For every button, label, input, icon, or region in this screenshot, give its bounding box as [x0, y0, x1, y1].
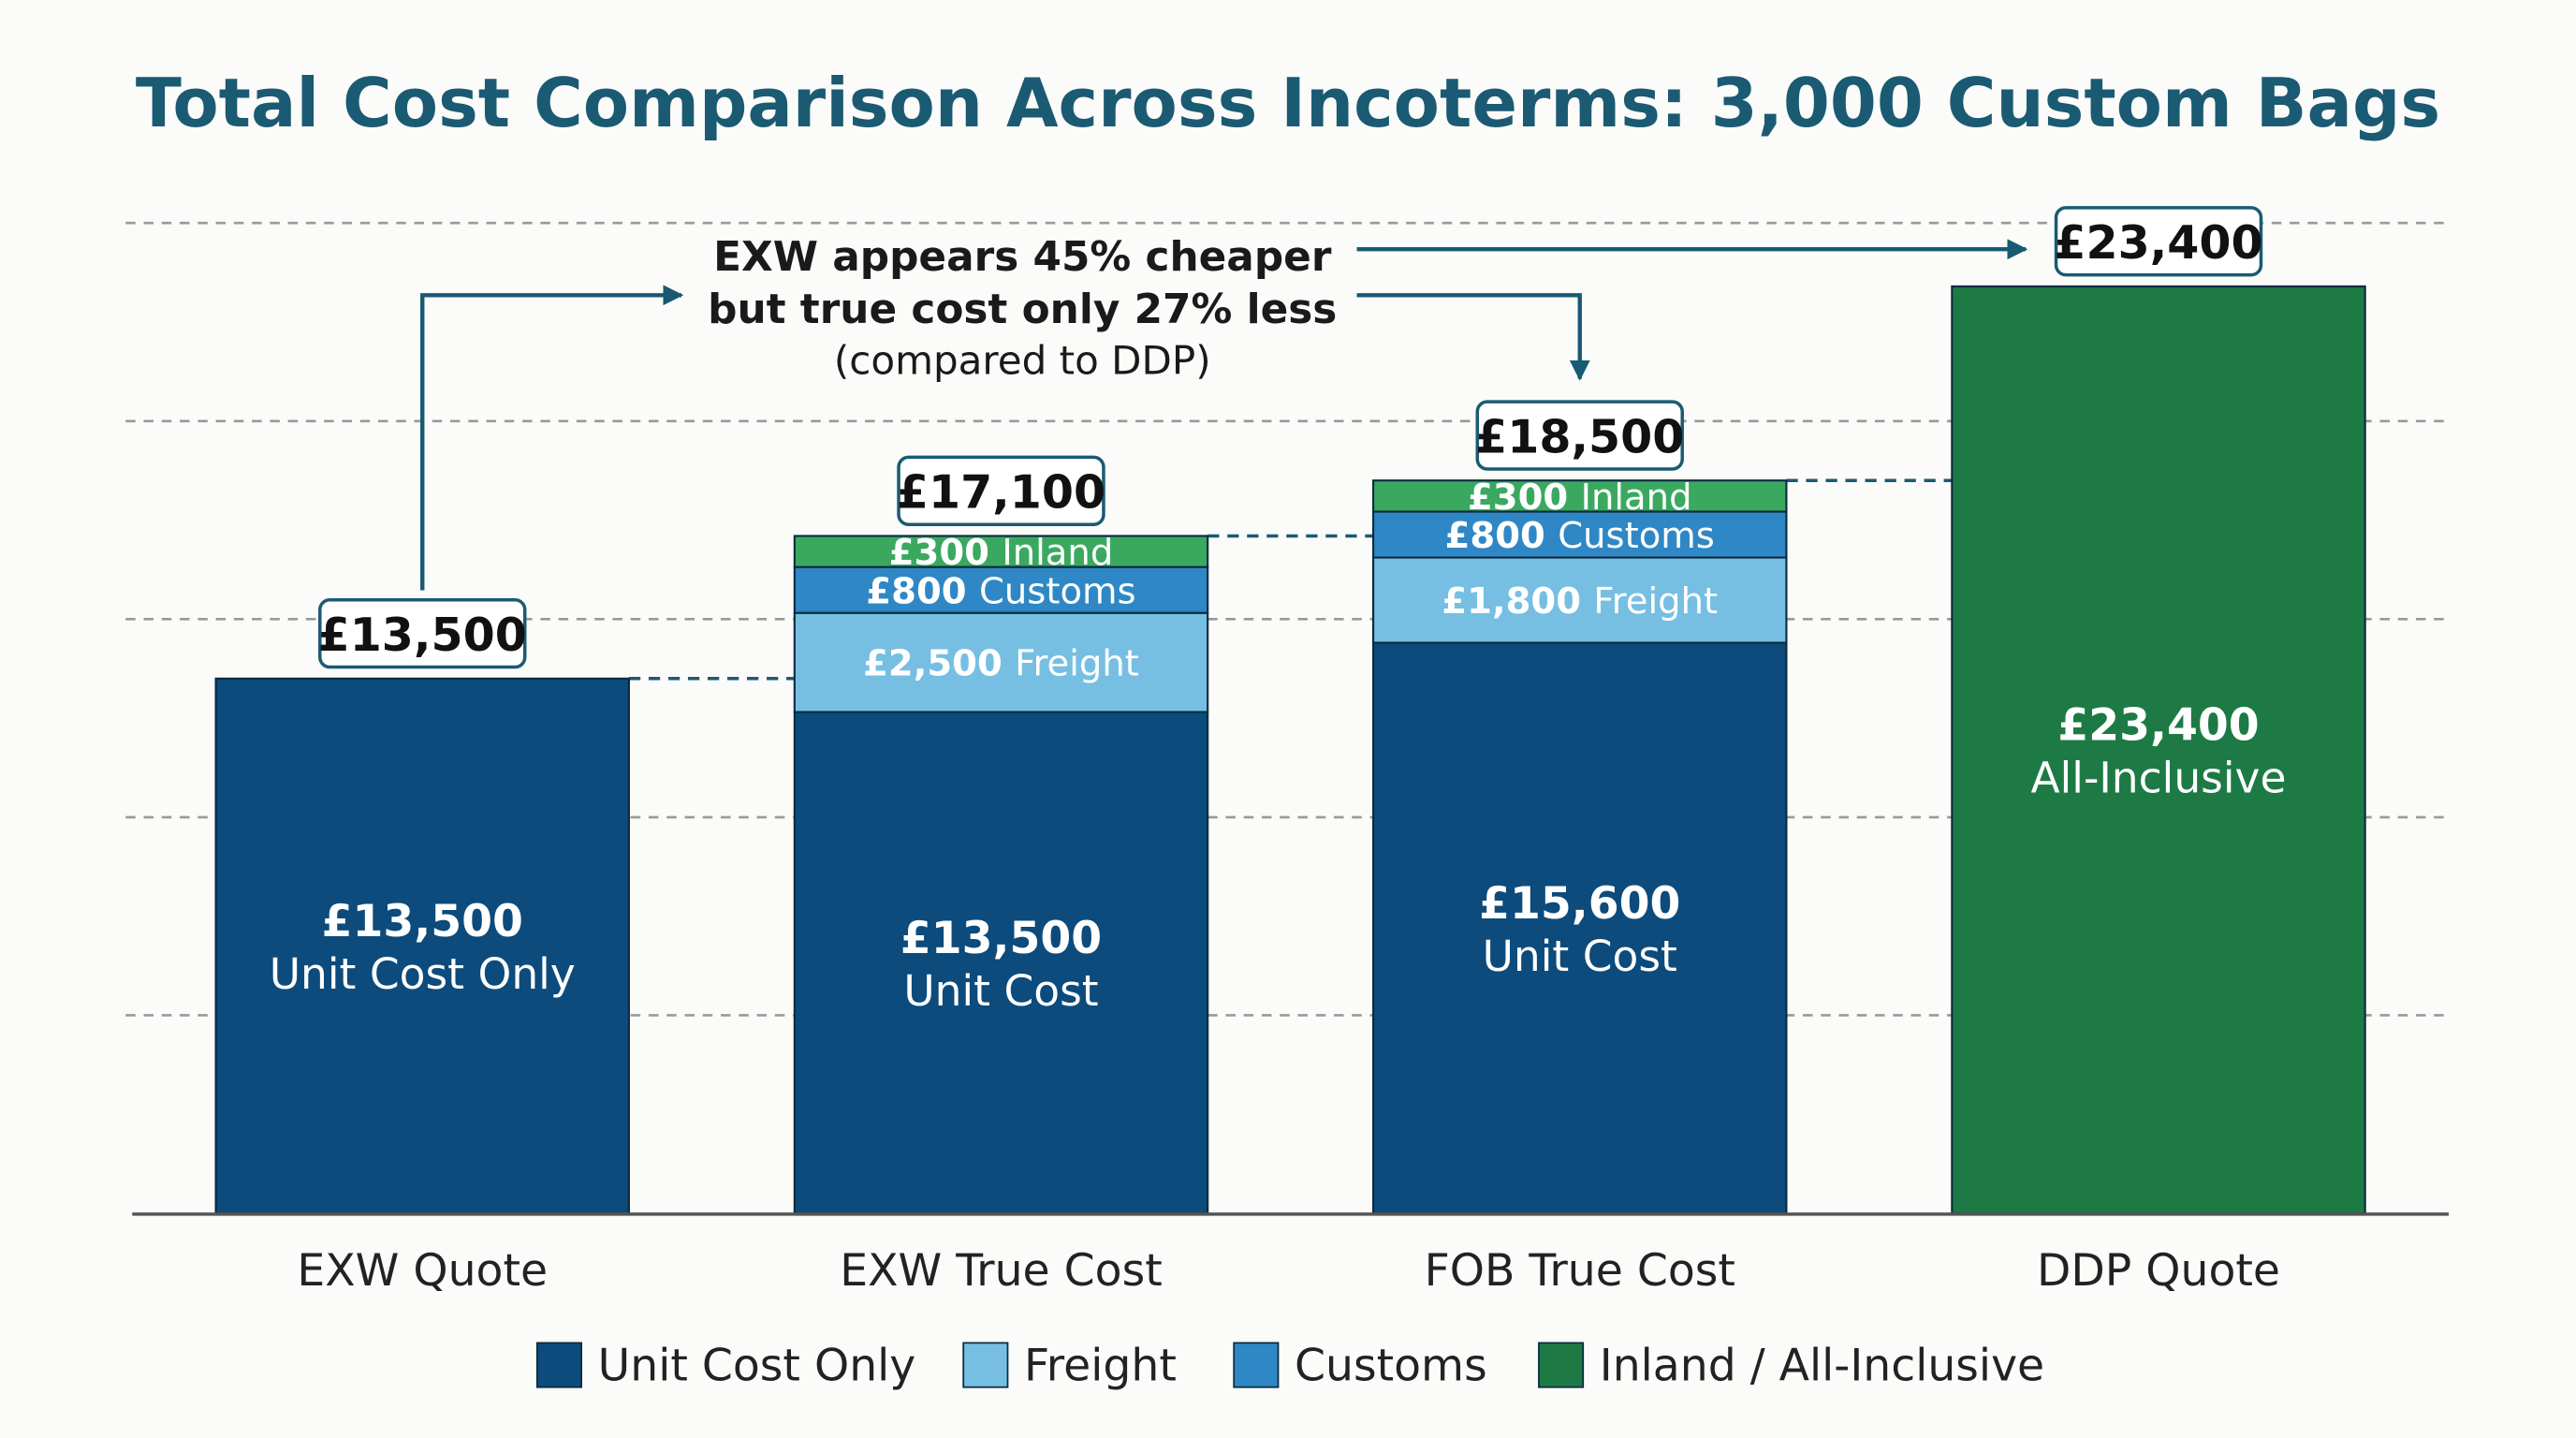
segment-name: Customs: [979, 570, 1136, 612]
annotation-line-3: (compared to DDP): [834, 337, 1211, 383]
segment-label-customs: £800 Customs: [866, 570, 1135, 612]
segment-amount: £800: [1445, 515, 1559, 557]
total-label-box: [2054, 206, 2263, 277]
segment-name: Freight: [1015, 643, 1139, 685]
segment-name: Customs: [1558, 515, 1715, 557]
total-label: £23,400: [2054, 215, 2262, 270]
bar-main-amount: £23,400: [2057, 699, 2259, 751]
bar-segment-customs: [1372, 510, 1788, 559]
bar-segment-unit: [793, 711, 1209, 1215]
total-label-box: [318, 597, 527, 669]
bar-main-amount: £15,600: [1479, 878, 1680, 930]
legend-label-inland: Inland / All-Inclusive: [1600, 1341, 2044, 1392]
chart-title: Total Cost Comparison Across Incoterms: …: [136, 64, 2440, 142]
bar-segment-unit: [214, 677, 630, 1215]
arrow-exw-to-annotation: [420, 285, 684, 591]
bar-main-label: Unit Cost: [1483, 932, 1677, 981]
annotation: EXW appears 45% cheaper but true cost on…: [420, 233, 2028, 591]
bar-main-label: All-Inclusive: [2031, 754, 2287, 803]
x-axis-labels: EXW Quote EXW True Cost FOB True Cost DDP Q…: [297, 1245, 2280, 1297]
bar-main-label: Unit Cost: [903, 966, 1098, 1016]
legend-label-freight: Freight: [1024, 1341, 1177, 1392]
total-label: £17,100: [897, 465, 1105, 520]
bar-segment-inland: [1951, 285, 2366, 1215]
legend-swatch-inland: [1538, 1342, 1585, 1388]
total-label: £13,500: [318, 608, 527, 662]
bar-segment-freight: [793, 611, 1209, 713]
bar-segment-freight: [1372, 556, 1788, 644]
legend-label-customs: Customs: [1295, 1341, 1487, 1392]
x-tick-label: FOB True Cost: [1425, 1245, 1735, 1297]
segment-amount: £1,800: [1442, 580, 1593, 623]
bar-segment-inland: [1372, 479, 1788, 513]
segment-amount: £800: [866, 570, 979, 612]
legend-swatch-customs: [1233, 1342, 1280, 1388]
annotation-line-2: but true cost only 27% less: [708, 286, 1337, 333]
segment-amount: £2,500: [863, 643, 1015, 685]
annotation-line-1: EXW appears 45% cheaper: [713, 233, 1332, 281]
total-label-box: [897, 455, 1105, 526]
segment-label-freight: £2,500 Freight: [863, 643, 1139, 685]
segment-name: Freight: [1593, 580, 1718, 623]
bar-segment-customs: [793, 565, 1209, 614]
total-label-box: [1475, 400, 1684, 471]
connector-lines: [628, 478, 1953, 681]
arrow-annotation-to-fob: [1356, 293, 1590, 381]
legend: Unit Cost Only Freight Customs Inland / All…: [535, 1341, 2044, 1392]
x-tick-label: DDP Quote: [2037, 1245, 2280, 1297]
bar-main-amount: £13,500: [900, 913, 1102, 964]
bar-main-amount: £13,500: [322, 896, 523, 947]
legend-swatch-freight: [962, 1342, 1009, 1388]
legend-label-unit: Unit Cost Only: [598, 1341, 916, 1392]
total-label: £18,500: [1475, 409, 1684, 463]
segment-label-freight: £1,800 Freight: [1442, 580, 1718, 623]
x-tick-label: EXW Quote: [297, 1245, 548, 1297]
total-labels: £13,500 £17,100 £18,500 £23,400: [318, 206, 2263, 669]
segment-label-customs: £800 Customs: [1445, 515, 1715, 557]
bar-segment-unit: [1372, 641, 1788, 1215]
bar-main-label: Unit Cost Only: [270, 949, 576, 999]
legend-swatch-unit: [535, 1342, 583, 1388]
x-tick-label: EXW True Cost: [840, 1245, 1163, 1297]
